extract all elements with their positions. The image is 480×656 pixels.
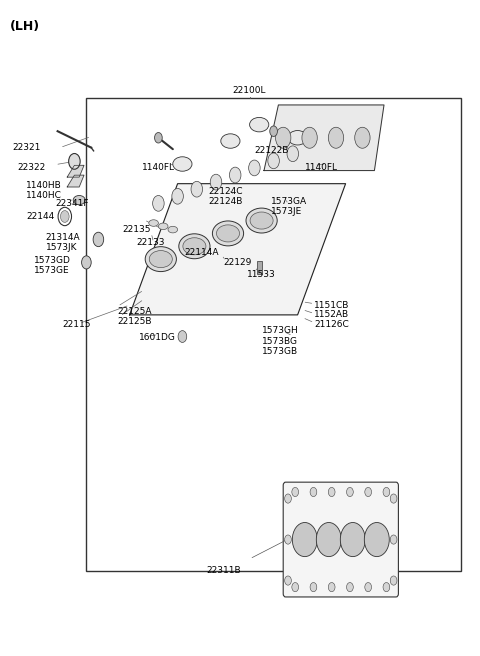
Ellipse shape [183,237,206,255]
Circle shape [328,127,344,148]
Circle shape [229,167,241,183]
Text: 22135: 22135 [122,225,151,234]
Circle shape [155,133,162,143]
Circle shape [383,487,390,497]
Text: 22125A: 22125A [118,307,152,316]
Circle shape [355,127,370,148]
Text: 1573GD
1573GE: 1573GD 1573GE [34,256,71,276]
Ellipse shape [173,157,192,171]
Circle shape [383,583,390,592]
Circle shape [153,195,164,211]
Ellipse shape [179,234,210,258]
Text: 22122B: 22122B [254,146,289,155]
Circle shape [347,487,353,497]
Bar [86,98,461,571]
Bar [257,261,262,274]
Circle shape [390,576,397,585]
Ellipse shape [168,226,178,233]
Ellipse shape [288,131,307,145]
Text: 11533: 11533 [247,270,276,279]
Text: (LH): (LH) [10,20,40,33]
Ellipse shape [145,247,177,272]
Text: 1140FL: 1140FL [305,163,338,172]
Text: 21126C: 21126C [314,320,349,329]
Circle shape [285,576,291,585]
Ellipse shape [149,251,172,268]
Text: 22144: 22144 [26,212,55,221]
Circle shape [285,494,291,503]
Ellipse shape [216,225,240,242]
Ellipse shape [212,221,243,246]
Text: 22311B: 22311B [206,566,241,575]
Ellipse shape [149,220,158,226]
Circle shape [347,583,353,592]
Polygon shape [67,175,84,187]
Text: 1151CB: 1151CB [314,300,350,310]
Circle shape [328,487,335,497]
Text: 22129: 22129 [223,258,252,267]
Text: 22114A: 22114A [185,248,219,257]
Polygon shape [264,105,384,171]
Text: 1140FL: 1140FL [142,163,175,172]
Text: 22100L: 22100L [233,86,266,95]
Text: 22341F: 22341F [55,199,89,208]
Circle shape [292,522,317,556]
Text: 1152AB: 1152AB [314,310,349,319]
Circle shape [310,487,317,497]
Circle shape [292,583,299,592]
Circle shape [316,522,341,556]
Text: 1140HB
1140HC: 1140HB 1140HC [26,180,62,200]
Circle shape [390,494,397,503]
Circle shape [249,160,260,176]
Text: 22322: 22322 [17,163,46,172]
FancyBboxPatch shape [283,482,398,597]
Ellipse shape [221,134,240,148]
Circle shape [287,146,299,161]
Text: 1573GH
1573BG
1573GB: 1573GH 1573BG 1573GB [262,326,299,356]
Circle shape [365,583,372,592]
Circle shape [268,153,279,169]
Circle shape [328,583,335,592]
Circle shape [276,127,291,148]
Circle shape [302,127,317,148]
Text: 22321: 22321 [12,143,41,152]
Ellipse shape [250,117,269,132]
Text: 1573GA
1573JE: 1573GA 1573JE [271,197,307,216]
Circle shape [178,331,187,342]
Ellipse shape [250,212,273,229]
Polygon shape [67,165,84,177]
Circle shape [285,535,291,544]
Circle shape [270,126,277,136]
Circle shape [82,256,91,269]
Circle shape [172,188,183,204]
Text: 22125B: 22125B [118,317,152,326]
Circle shape [210,174,222,190]
Text: 22133: 22133 [137,238,165,247]
Text: 22124C
22124B: 22124C 22124B [209,187,243,207]
Ellipse shape [246,208,277,233]
Circle shape [93,232,104,247]
Text: 21314A
1573JK: 21314A 1573JK [46,233,80,253]
Circle shape [69,154,80,169]
Circle shape [340,522,365,556]
Circle shape [60,211,69,222]
Polygon shape [130,184,346,315]
Circle shape [191,181,203,197]
Circle shape [364,522,389,556]
Text: 22115: 22115 [62,320,91,329]
Circle shape [310,583,317,592]
Ellipse shape [158,223,168,230]
Ellipse shape [73,195,85,205]
Circle shape [365,487,372,497]
Text: 1601DG: 1601DG [139,333,176,342]
Circle shape [390,535,397,544]
Circle shape [292,487,299,497]
